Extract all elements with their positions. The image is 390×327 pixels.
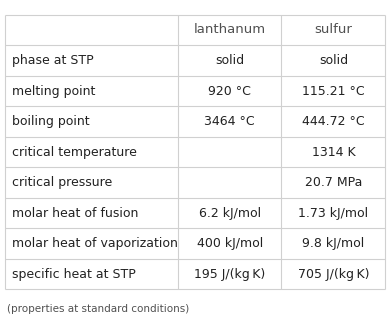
Text: 195 J/(kg K): 195 J/(kg K) bbox=[194, 267, 265, 281]
Text: (properties at standard conditions): (properties at standard conditions) bbox=[7, 304, 189, 314]
Text: 1314 K: 1314 K bbox=[312, 146, 355, 159]
Text: 9.8 kJ/mol: 9.8 kJ/mol bbox=[302, 237, 365, 250]
Text: 3464 °C: 3464 °C bbox=[204, 115, 255, 128]
Text: lanthanum: lanthanum bbox=[193, 24, 266, 37]
Text: solid: solid bbox=[215, 54, 244, 67]
Text: critical pressure: critical pressure bbox=[12, 176, 112, 189]
Text: 400 kJ/mol: 400 kJ/mol bbox=[197, 237, 263, 250]
Text: molar heat of fusion: molar heat of fusion bbox=[12, 207, 138, 220]
Text: phase at STP: phase at STP bbox=[12, 54, 93, 67]
Text: 1.73 kJ/mol: 1.73 kJ/mol bbox=[298, 207, 369, 220]
Text: solid: solid bbox=[319, 54, 348, 67]
Text: critical temperature: critical temperature bbox=[12, 146, 136, 159]
Text: 115.21 °C: 115.21 °C bbox=[302, 84, 365, 97]
Text: 705 J/(kg K): 705 J/(kg K) bbox=[298, 267, 369, 281]
Text: sulfur: sulfur bbox=[314, 24, 352, 37]
Text: specific heat at STP: specific heat at STP bbox=[12, 267, 135, 281]
Text: boiling point: boiling point bbox=[12, 115, 89, 128]
Text: 920 °C: 920 °C bbox=[208, 84, 251, 97]
Text: molar heat of vaporization: molar heat of vaporization bbox=[12, 237, 177, 250]
Text: 6.2 kJ/mol: 6.2 kJ/mol bbox=[199, 207, 261, 220]
Text: 20.7 MPa: 20.7 MPa bbox=[305, 176, 362, 189]
Text: melting point: melting point bbox=[12, 84, 95, 97]
Text: 444.72 °C: 444.72 °C bbox=[302, 115, 365, 128]
